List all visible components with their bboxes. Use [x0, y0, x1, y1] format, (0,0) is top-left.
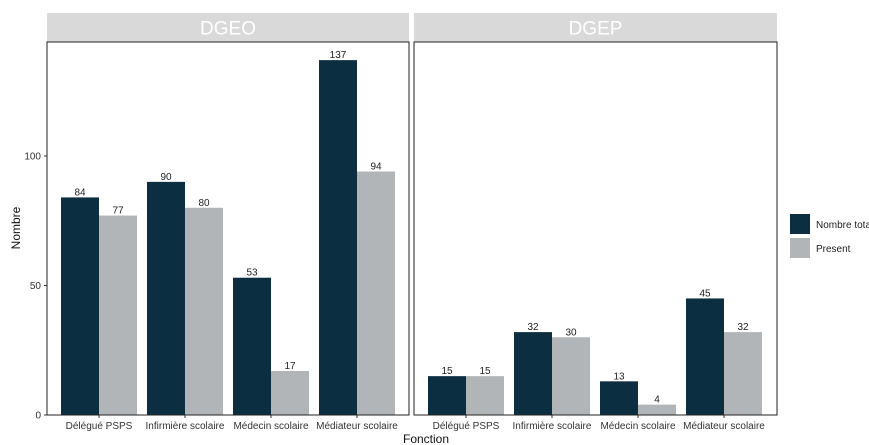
bar-dgep-0-0 [428, 376, 466, 415]
data-label: 32 [527, 322, 539, 333]
legend-key-1 [790, 238, 810, 258]
y-axis-title: Nombre [9, 206, 23, 249]
panel-border-dgep [413, 41, 778, 416]
x-tick-label: Médiateur scolaire [683, 421, 765, 432]
bar-dgeo-2-0 [233, 277, 271, 415]
facet-strip-dgep [414, 13, 777, 42]
data-label: 137 [330, 50, 347, 61]
y-tick-label: 50 [30, 281, 42, 292]
legend-key-0 [790, 214, 810, 234]
bar-dgeo-2-1 [271, 370, 309, 415]
data-label: 45 [699, 288, 711, 299]
data-label: 4 [654, 395, 660, 406]
x-tick-label: Délégué PSPS [433, 421, 500, 432]
x-tick-label: Médiateur scolaire [316, 421, 398, 432]
facet-label-dgeo: DGEO [200, 19, 256, 40]
data-label: 94 [370, 162, 382, 173]
bar-dgep-2-1 [638, 404, 676, 415]
bar-dgeo-0-0 [61, 197, 99, 415]
data-label: 53 [246, 268, 258, 279]
data-label: 80 [198, 198, 210, 209]
bar-dgep-1-0 [514, 332, 552, 415]
bar-dgeo-1-0 [147, 181, 185, 415]
data-label: 17 [284, 361, 296, 372]
data-label: 90 [160, 172, 172, 183]
data-label: 15 [441, 366, 453, 377]
bar-dgep-1-1 [552, 337, 590, 415]
data-label: 32 [737, 322, 749, 333]
legend-label-1: Present [816, 244, 851, 255]
x-tick-label: Médecin scolaire [233, 421, 308, 432]
facet-label-dgep: DGEP [569, 19, 623, 40]
bar-dgep-2-0 [600, 381, 638, 415]
data-label: 15 [479, 366, 491, 377]
y-tick-label: 0 [35, 411, 41, 422]
x-tick-label: Infirmière scolaire [146, 421, 225, 432]
data-label: 30 [565, 327, 577, 338]
data-label: 13 [613, 371, 625, 382]
data-label: 77 [112, 206, 124, 217]
panel-border-dgeo [46, 41, 410, 416]
bar-dgep-3-0 [686, 298, 724, 415]
facet-strip-dgeo [47, 13, 409, 42]
x-axis-title: Fonction [403, 432, 449, 445]
x-tick-label: Médecin scolaire [600, 421, 675, 432]
bar-dgeo-0-1 [99, 215, 137, 415]
bar-dgeo-3-0 [319, 60, 357, 415]
x-tick-label: Délégué PSPS [66, 421, 133, 432]
data-label: 84 [74, 187, 86, 198]
legend-label-0: Nombre tota [816, 220, 869, 231]
bar-dgep-0-1 [466, 376, 504, 415]
bar-dgeo-1-1 [185, 207, 223, 415]
bar-dgep-3-1 [724, 332, 762, 415]
bar-dgeo-3-1 [357, 171, 395, 415]
y-tick-label: 100 [24, 151, 41, 162]
x-tick-label: Infirmière scolaire [513, 421, 592, 432]
